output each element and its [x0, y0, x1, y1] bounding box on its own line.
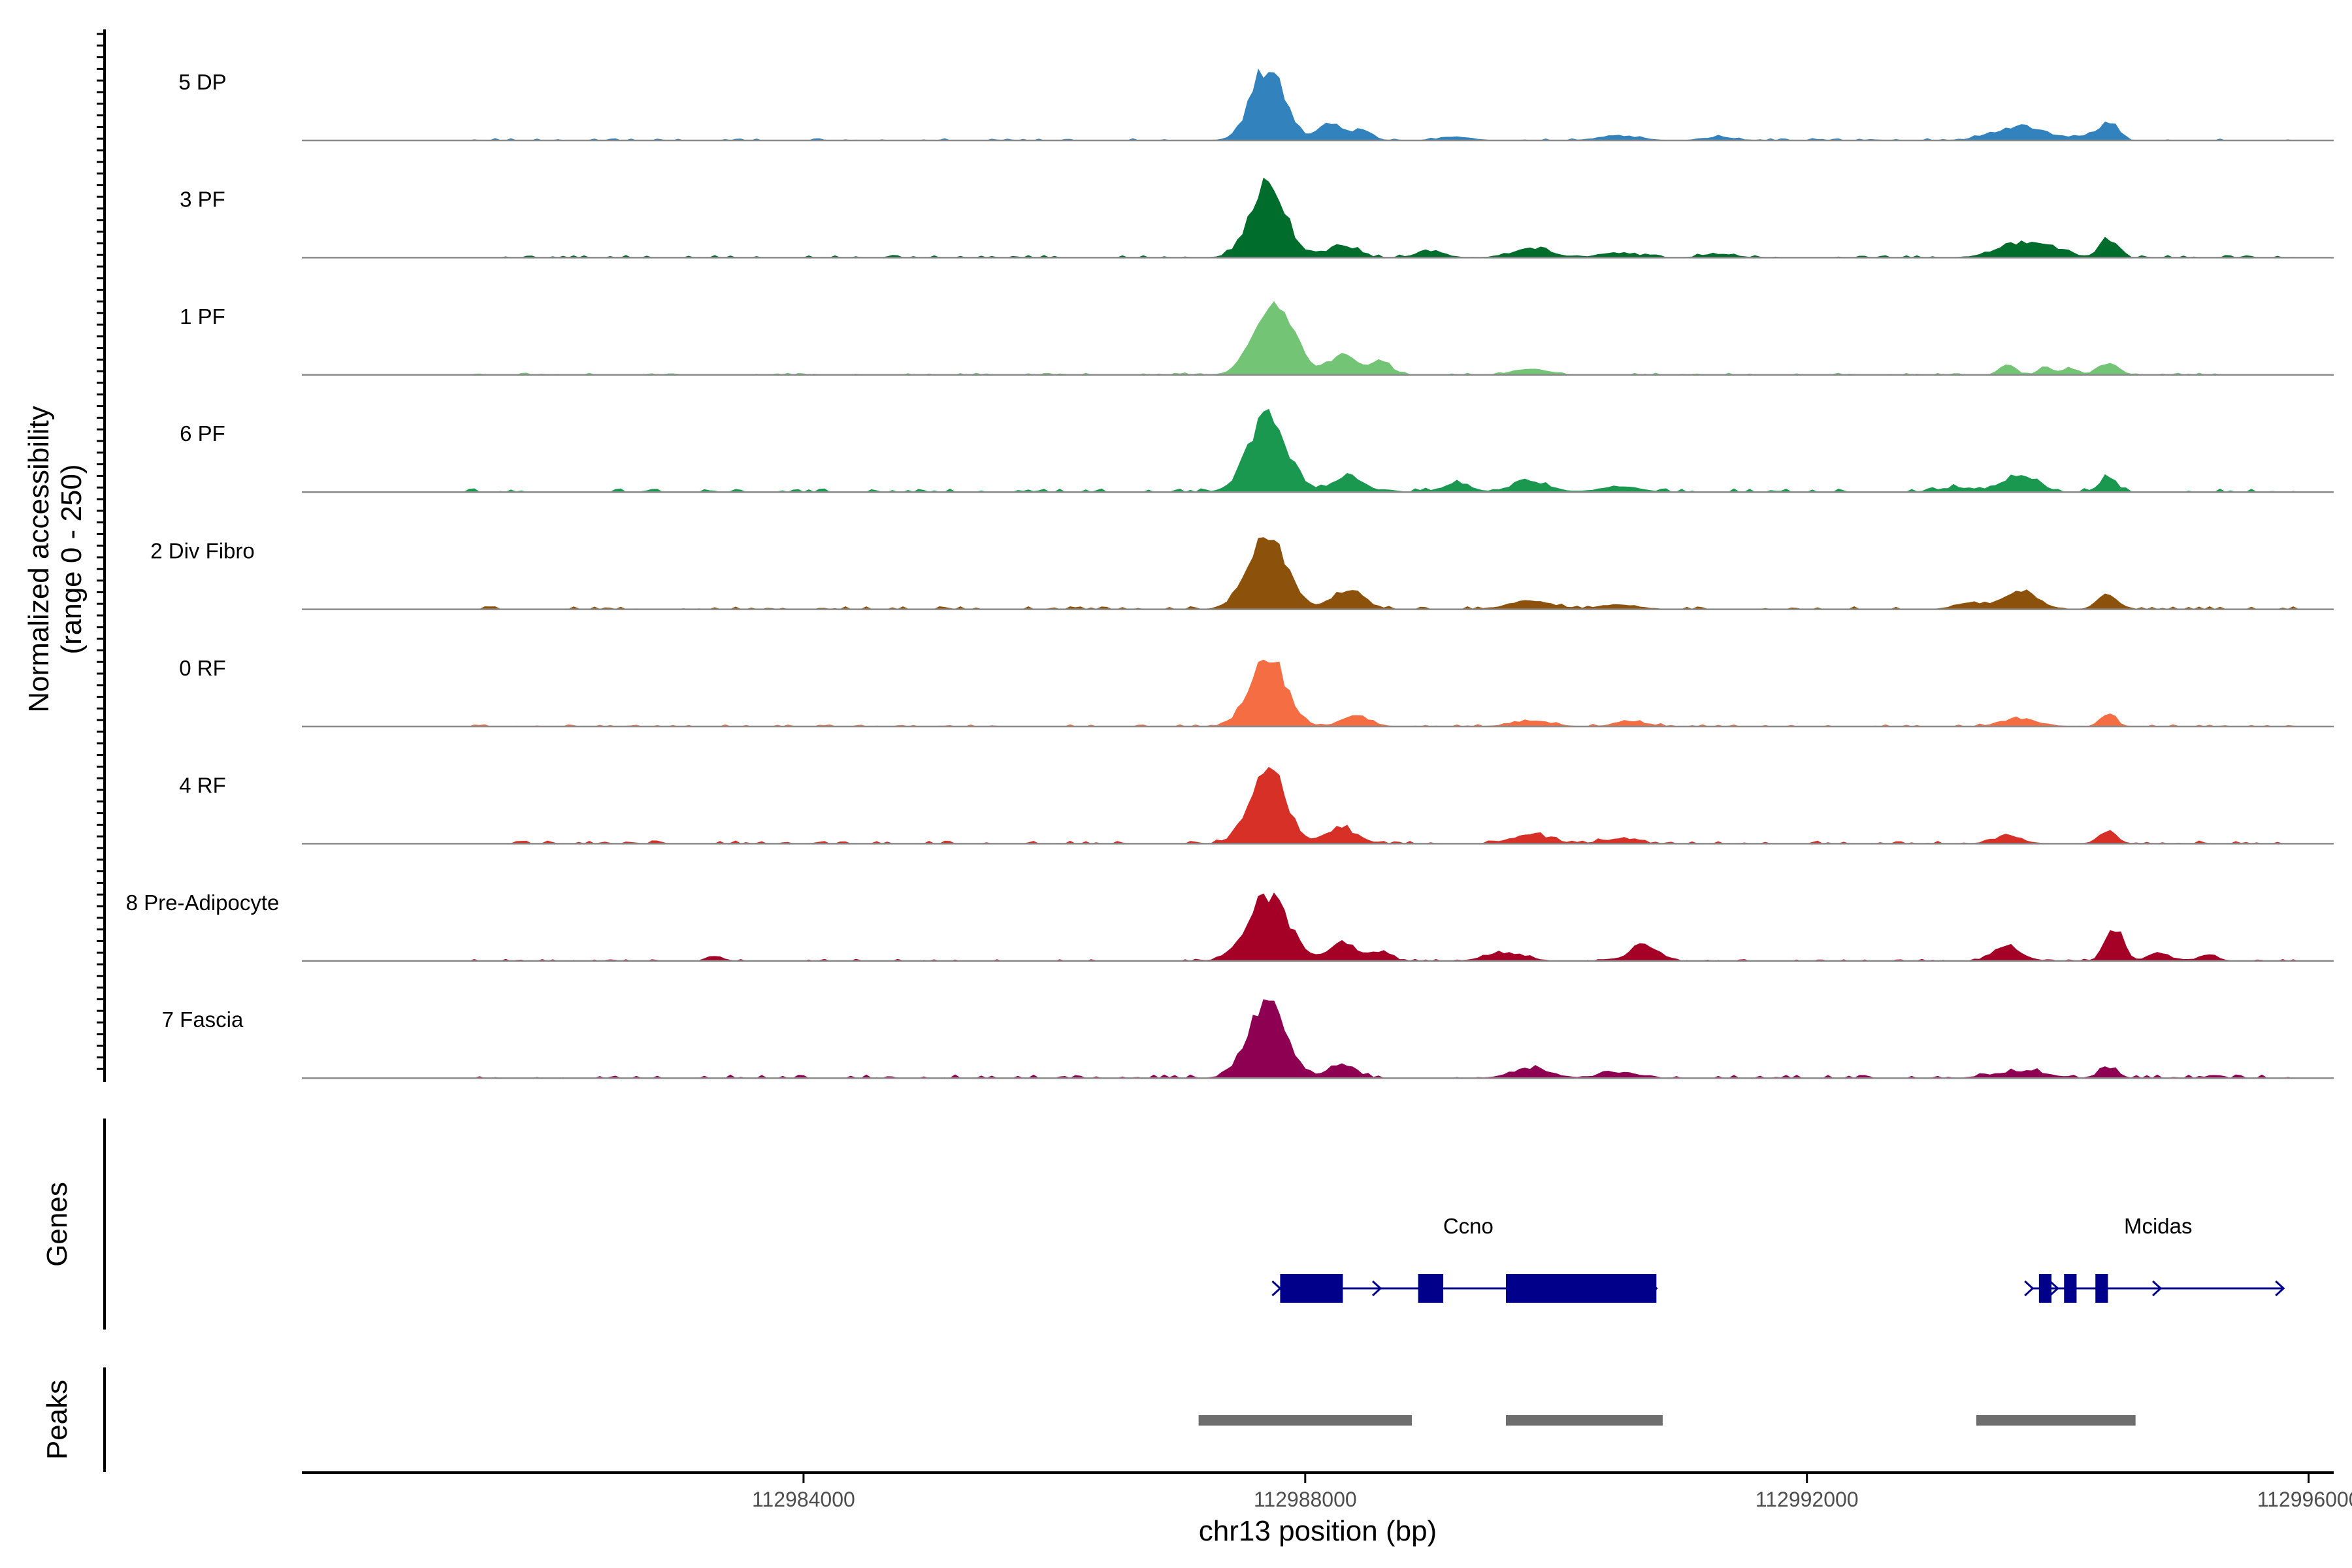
track-label: 2 Div Fibro — [150, 539, 255, 563]
strand-arrow — [2275, 1280, 2285, 1297]
strand-arrow — [2152, 1280, 2163, 1297]
track-1-pf: 1 PF — [180, 301, 2334, 376]
track-0-rf: 0 RF — [179, 656, 2334, 728]
gene-exon — [2038, 1274, 2052, 1303]
y-axis-title-line1: Normalized accessibility — [23, 406, 55, 712]
peak-region — [1976, 1415, 2136, 1426]
gene-exon — [1280, 1274, 1343, 1303]
strand-arrow — [2049, 1280, 2059, 1297]
gene-label: Ccno — [1443, 1214, 1494, 1238]
gene-mcidas: Mcidas — [2024, 1214, 2285, 1303]
track-7-fascia: 7 Fascia — [162, 999, 2334, 1079]
y-axis-title-line2: (range 0 - 250) — [56, 464, 88, 654]
track-2-div-fibro: 2 Div Fibro — [150, 537, 2334, 610]
coverage-axis-ticks — [97, 33, 105, 1070]
x-tick-label: 112984000 — [752, 1488, 855, 1511]
track-label: 5 DP — [178, 70, 226, 94]
gene-exon — [1418, 1274, 1443, 1303]
track-5-dp: 5 DP — [178, 68, 2334, 142]
gene-ccno: Ccno — [1271, 1214, 1658, 1303]
x-axis-title: chr13 position (bp) — [1199, 1515, 1437, 1547]
coverage-tracks: 5 DP 3 PF 1 PF 6 PF 2 Div Fibro 0 RF 4 RF 8 Pre… — [126, 68, 2334, 1079]
x-tick-label: 112996000 — [2257, 1488, 2352, 1511]
track-6-pf: 6 PF — [180, 408, 2334, 493]
track-4-rf: 4 RF — [179, 766, 2334, 845]
gene-annotations: Ccno Mcidas — [1271, 1214, 2285, 1303]
track-label: 4 RF — [179, 773, 226, 797]
peak-region — [1505, 1415, 1663, 1426]
track-8-pre-adipocyte: 8 Pre-Adipocyte — [126, 890, 2334, 962]
strand-arrow — [1648, 1280, 1658, 1297]
peaks-panel-label: Peaks — [41, 1380, 73, 1460]
track-label: 8 Pre-Adipocyte — [126, 890, 280, 915]
genes-panel-label: Genes — [41, 1182, 73, 1267]
peak-regions — [1198, 1415, 2136, 1426]
y-axis-title: Normalized accessibility (range 0 - 250) — [23, 406, 88, 712]
track-label: 1 PF — [180, 304, 225, 329]
gene-exon — [2064, 1274, 2077, 1303]
track-3-pf: 3 PF — [180, 177, 2334, 259]
gene-exon — [2095, 1274, 2108, 1303]
x-axis-ticks: 112984000 112988000 112992000 112996000 — [752, 1474, 2352, 1511]
strand-arrow — [1271, 1280, 1282, 1297]
track-label: 0 RF — [179, 656, 226, 680]
track-label: 7 Fascia — [162, 1007, 244, 1032]
track-label: 3 PF — [180, 187, 225, 211]
gene-exon — [1505, 1274, 1657, 1303]
peak-region — [1198, 1415, 1412, 1426]
x-tick-label: 112988000 — [1254, 1488, 1357, 1511]
x-tick-label: 112992000 — [1756, 1488, 1859, 1511]
gene-label: Mcidas — [2124, 1214, 2193, 1238]
strand-arrow — [1371, 1280, 1382, 1297]
strand-arrow — [2024, 1280, 2034, 1297]
track-label: 6 PF — [180, 421, 225, 446]
